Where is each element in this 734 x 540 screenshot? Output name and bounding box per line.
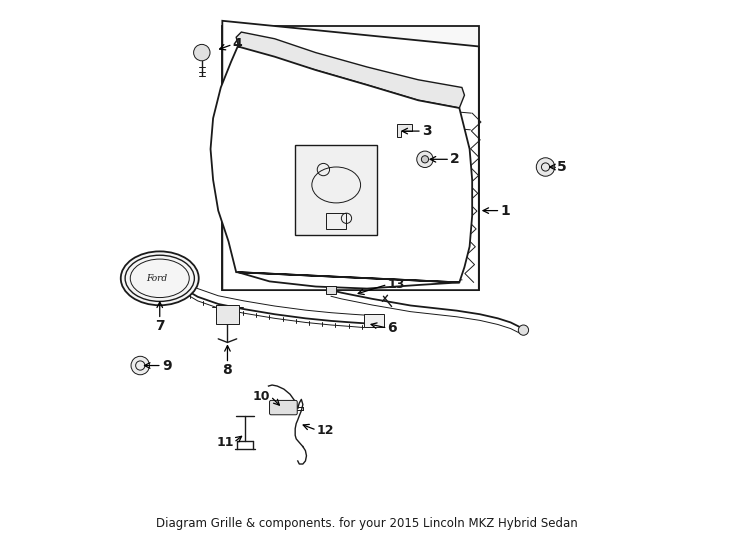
- Text: 12: 12: [317, 424, 334, 437]
- FancyBboxPatch shape: [364, 314, 385, 327]
- Text: 13: 13: [388, 278, 405, 291]
- Text: Diagram Grille & components. for your 2015 Lincoln MKZ Hybrid Sedan: Diagram Grille & components. for your 20…: [156, 517, 578, 530]
- Ellipse shape: [121, 252, 199, 305]
- Polygon shape: [236, 32, 465, 108]
- FancyBboxPatch shape: [295, 145, 377, 235]
- Text: 5: 5: [557, 160, 567, 174]
- Circle shape: [421, 156, 429, 163]
- Polygon shape: [222, 21, 479, 290]
- Circle shape: [417, 151, 433, 167]
- Circle shape: [131, 356, 150, 375]
- Circle shape: [194, 44, 210, 61]
- Circle shape: [537, 158, 555, 176]
- Polygon shape: [397, 124, 413, 137]
- Circle shape: [518, 325, 528, 335]
- Text: 1: 1: [501, 204, 510, 218]
- Text: Ford: Ford: [147, 274, 168, 283]
- FancyBboxPatch shape: [269, 401, 297, 415]
- FancyBboxPatch shape: [326, 286, 336, 294]
- Text: 2: 2: [450, 152, 460, 166]
- Polygon shape: [211, 46, 472, 288]
- FancyBboxPatch shape: [217, 305, 239, 325]
- Text: 6: 6: [388, 321, 397, 335]
- Polygon shape: [222, 26, 479, 290]
- Text: 3: 3: [422, 124, 432, 138]
- Text: 9: 9: [161, 359, 172, 373]
- Text: 7: 7: [155, 319, 164, 333]
- Text: 10: 10: [253, 390, 271, 403]
- Text: 4: 4: [233, 37, 242, 51]
- Text: 11: 11: [216, 436, 233, 449]
- Text: 8: 8: [222, 363, 233, 377]
